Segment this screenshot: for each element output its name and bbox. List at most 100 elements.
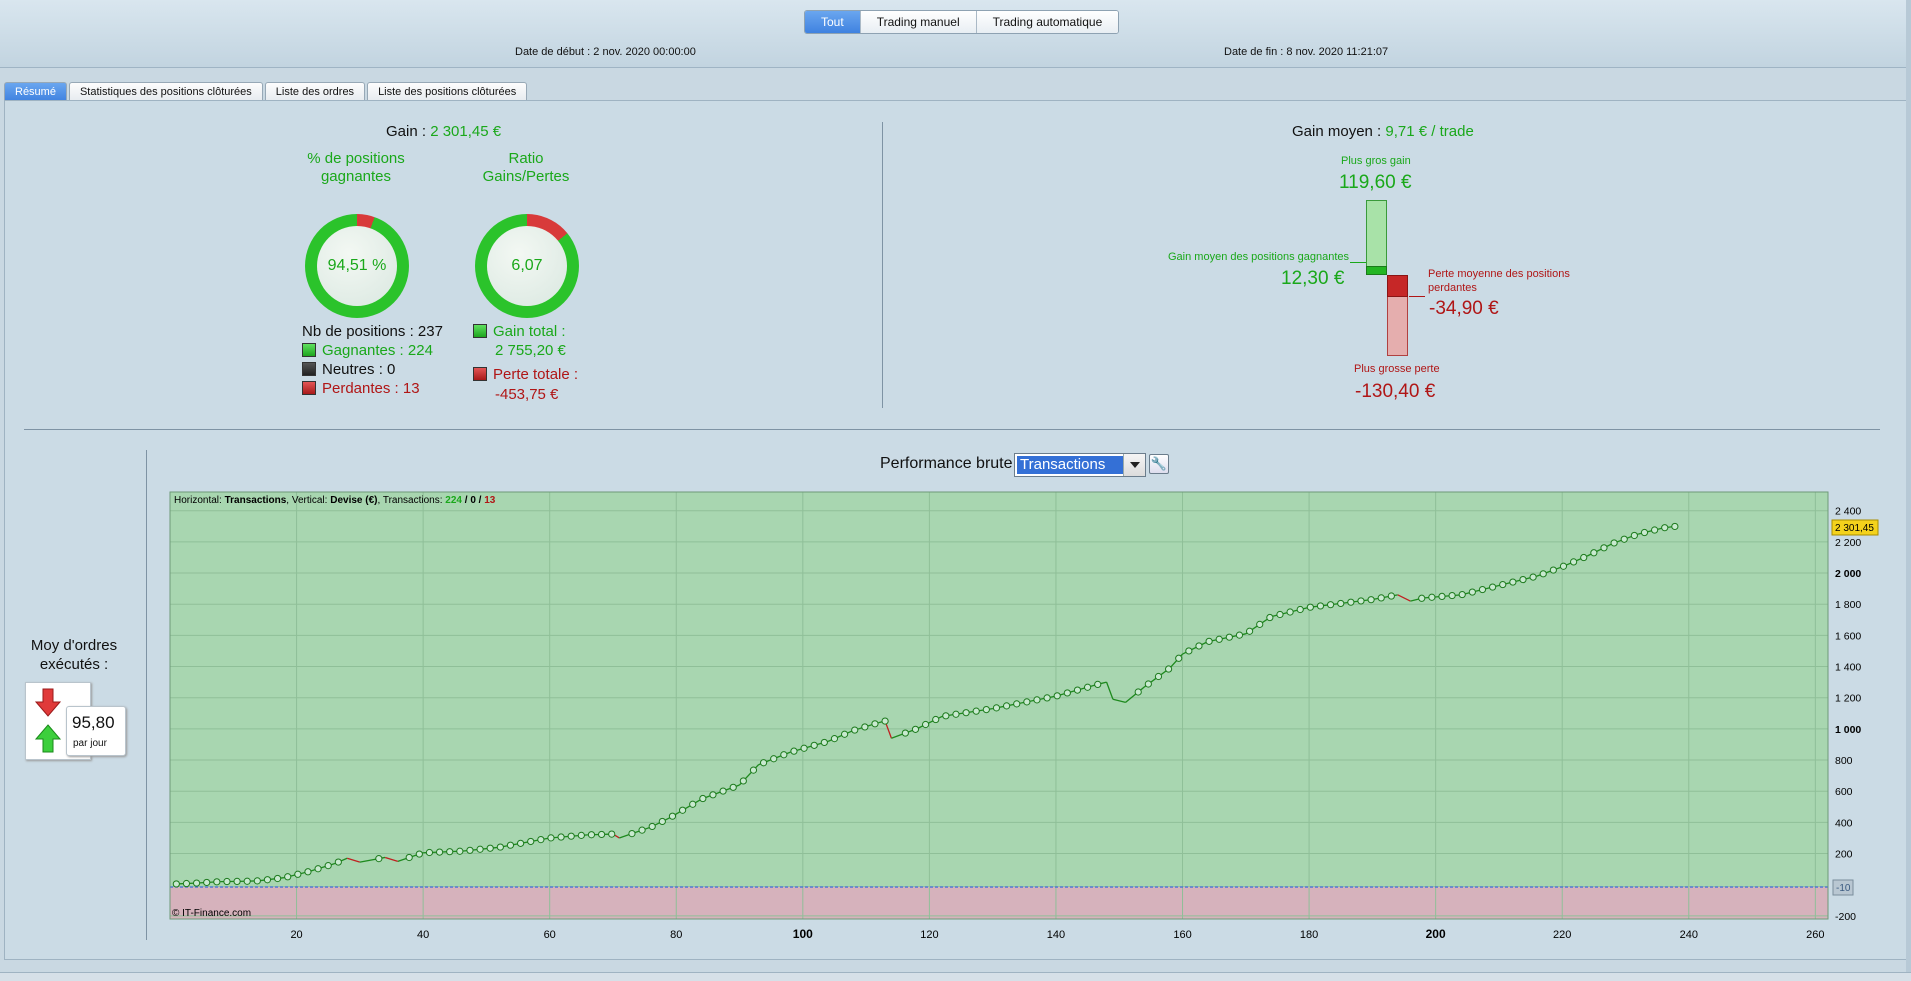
trade-marker: [506, 841, 515, 849]
trade-marker: [1063, 689, 1071, 697]
trade-marker: [496, 843, 504, 851]
chart-info-prefix: Horizontal:: [174, 495, 222, 506]
chevron-down-icon[interactable]: [1123, 454, 1145, 476]
trade-marker: [1438, 592, 1446, 601]
trade-marker: [314, 865, 322, 873]
chart-info-loss: 13: [484, 495, 496, 506]
trade-marker: [638, 826, 646, 834]
trade-marker: [284, 873, 292, 881]
trade-marker: [1529, 573, 1537, 581]
tab-summary[interactable]: Résumé: [4, 82, 67, 101]
chart-profit-area: [169, 491, 1829, 888]
zero-marker-badge: -10: [1832, 879, 1854, 896]
x-tick-label: 220: [1553, 929, 1571, 941]
total-loss-value: -453,75 €: [495, 386, 559, 403]
y-tick-label: 400: [1835, 817, 1853, 829]
total-loss-label: Perte totale :: [493, 366, 579, 383]
x-tick-label: 20: [290, 929, 302, 941]
trade-marker: [1154, 672, 1163, 681]
y-tick-label: 1 400: [1835, 662, 1861, 674]
neutral-count: Neutres : 0: [302, 361, 395, 378]
y-tick-label: 1 800: [1835, 599, 1861, 611]
gain-label: Gain :: [386, 123, 427, 140]
gain-heading: Gain : 2 301,45 €: [386, 123, 501, 140]
orders-arrows-icon: [34, 688, 62, 753]
trade-marker: [1205, 637, 1213, 645]
trade-marker: [749, 766, 758, 774]
trade-marker: [1671, 522, 1679, 531]
trade-marker: [1468, 588, 1476, 596]
total-gain-label: Gain total :: [493, 323, 566, 340]
tab-closed-positions-stats[interactable]: Statistiques des positions clôturées: [68, 82, 263, 101]
trade-marker: [425, 848, 434, 857]
avg-loss-pointer: [1409, 296, 1425, 297]
end-date: Date de fin : 8 nov. 2020 11:21:07: [1224, 46, 1388, 58]
x-tick-label: 140: [1047, 929, 1065, 941]
series-segment: [346, 857, 361, 863]
nb-positions: Nb de positions : 237: [302, 323, 443, 340]
series-segment: [1100, 681, 1107, 685]
trade-marker: [770, 755, 778, 763]
tab-closed-positions-list[interactable]: Liste des positions clôturées: [367, 82, 528, 101]
trade-marker: [1580, 553, 1588, 562]
trade-marker: [223, 877, 231, 886]
avg-win-value: 12,30 €: [1281, 268, 1345, 289]
tab-bar: Résumé Statistiques des positions clôtur…: [4, 82, 528, 101]
trade-marker: [1245, 627, 1254, 635]
filter-all-button[interactable]: Tout: [805, 11, 860, 33]
trade-marker: [304, 868, 312, 876]
chart-gridlines: [170, 492, 1828, 919]
trade-marker: [952, 710, 960, 718]
total-gain-value: 2 755,20 €: [495, 342, 566, 359]
top-header: Tout Trading manuel Trading automatique …: [0, 0, 1911, 68]
x-tick-label: 120: [920, 929, 938, 941]
chart-info-horizontal: Transactions: [225, 495, 287, 506]
trade-marker: [780, 751, 788, 759]
filter-manual-button[interactable]: Trading manuel: [859, 11, 976, 33]
total-gain: Gain total :: [473, 323, 566, 340]
trade-marker: [840, 730, 849, 738]
trade-marker: [1002, 702, 1011, 710]
trade-marker: [759, 759, 768, 767]
start-date-label: Date de début :: [515, 46, 591, 58]
y-tick-label: 200: [1835, 849, 1853, 861]
filter-automatic-button[interactable]: Trading automatique: [975, 11, 1119, 33]
trade-marker: [1357, 597, 1365, 605]
trade-marker: [1033, 696, 1041, 704]
y-tick-label: 2 200: [1835, 537, 1861, 549]
winning-pct-donut: 94,51 %: [305, 214, 409, 318]
green-square-icon: [473, 324, 487, 338]
losing-count: Perdantes : 13: [302, 380, 420, 397]
trade-marker: [901, 729, 909, 737]
trade-marker: [1377, 594, 1385, 602]
trade-marker: [1539, 570, 1547, 578]
trade-marker: [1175, 654, 1183, 662]
chart-info-win: 224: [445, 495, 462, 506]
trade-marker: [263, 876, 272, 884]
black-square-icon: [302, 362, 316, 376]
vertical-scrollbar[interactable]: [1906, 0, 1911, 972]
losing-count-text: Perdantes : 13: [322, 380, 420, 397]
trade-marker: [921, 720, 930, 729]
tab-orders-list[interactable]: Liste des ordres: [264, 82, 366, 101]
avg-win-label: Gain moyen des positions gagnantes: [1168, 251, 1350, 263]
performance-dropdown[interactable]: Transactions: [1014, 453, 1146, 477]
trade-marker: [1367, 596, 1375, 604]
last-value-text: 2 301,45: [1835, 523, 1874, 534]
trade-marker: [1610, 539, 1618, 547]
trade-marker: [1306, 603, 1314, 611]
trade-marker: [1316, 602, 1325, 610]
red-square-icon: [302, 381, 316, 395]
end-date-value: 8 nov. 2020 11:21:07: [1286, 46, 1389, 58]
trade-marker: [375, 855, 383, 863]
trade-marker: [800, 744, 808, 752]
wrench-icon[interactable]: 🔧: [1149, 454, 1169, 474]
winning-count-text: Gagnantes : 224: [322, 342, 433, 359]
x-tick-label: 100: [793, 927, 813, 941]
trade-marker: [253, 877, 261, 885]
biggest-loss-value: -130,40 €: [1355, 381, 1436, 402]
green-square-icon: [302, 343, 316, 357]
trade-marker: [861, 723, 869, 731]
performance-dropdown-value: Transactions: [1017, 456, 1123, 474]
neutral-count-text: Neutres : 0: [322, 361, 396, 378]
